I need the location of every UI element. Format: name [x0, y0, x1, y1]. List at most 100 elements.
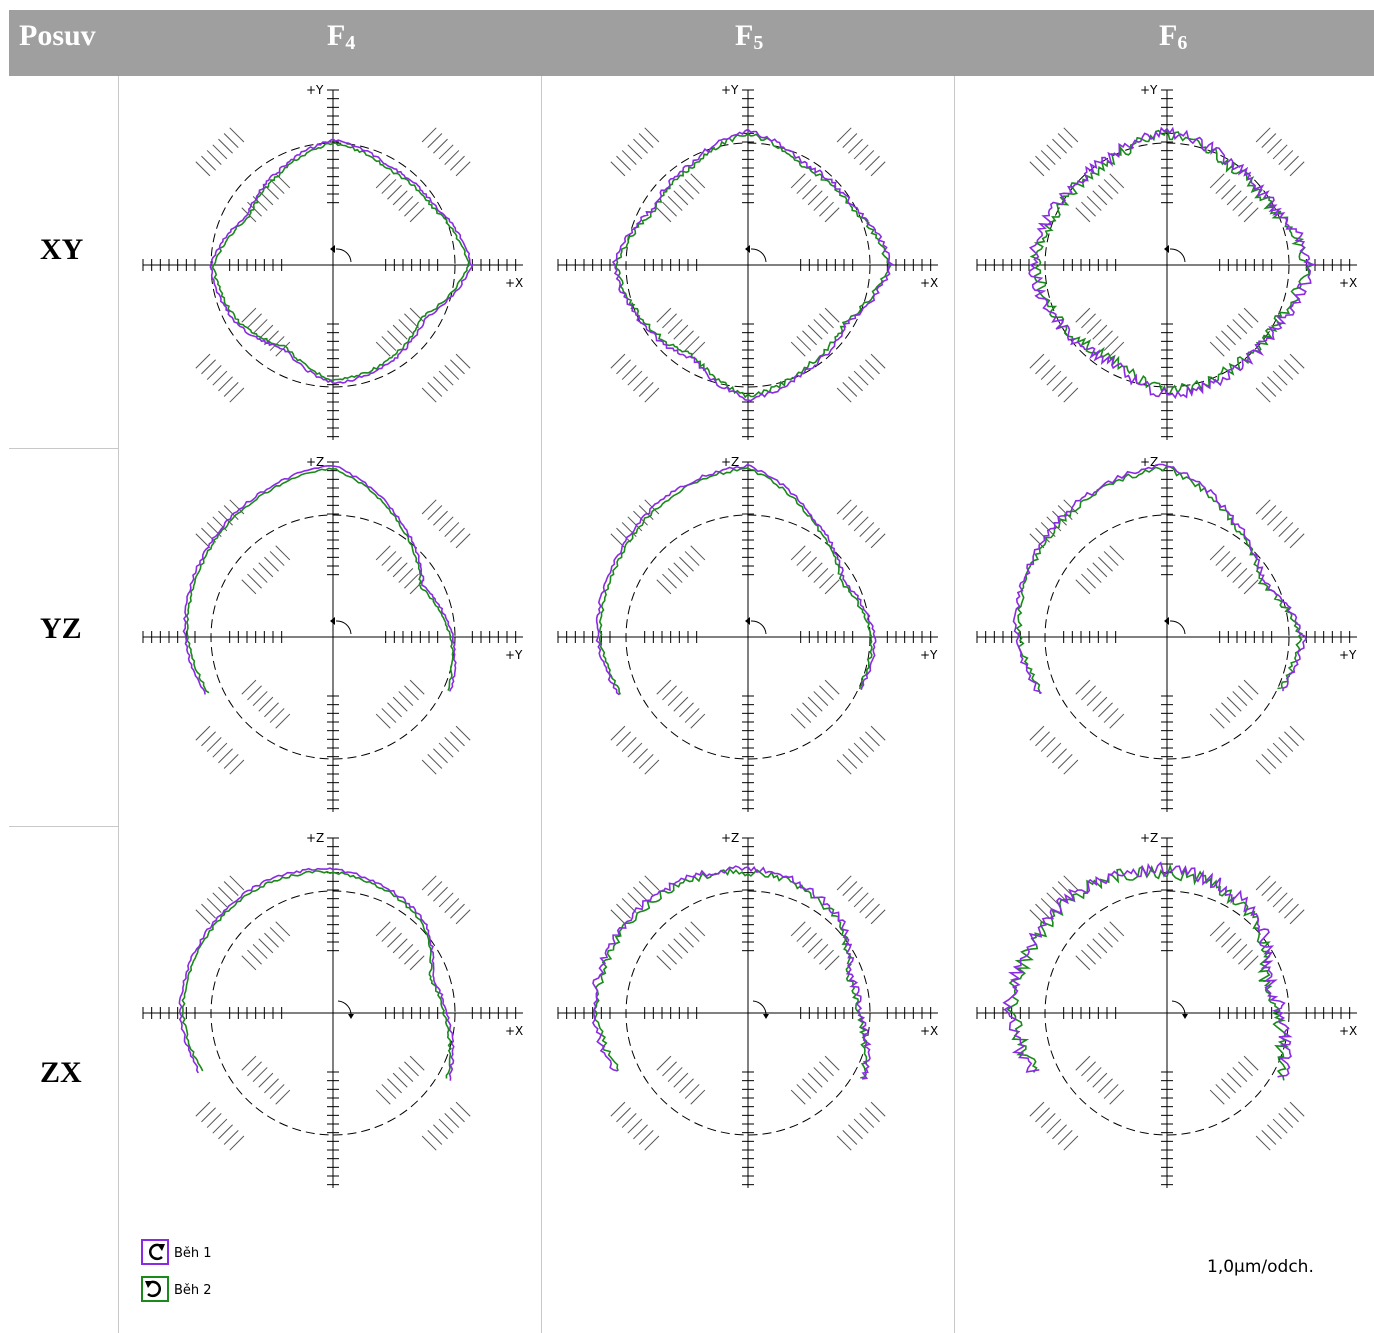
hatch-mark — [1092, 1072, 1108, 1088]
hatch-mark — [870, 1101, 886, 1117]
hatch-mark — [836, 1135, 852, 1151]
hatch-mark — [1035, 359, 1050, 375]
polar-plot-xy-f4: +X +Y — [142, 83, 523, 440]
hatch-mark — [404, 201, 419, 217]
hatch-mark — [427, 133, 443, 148]
hatch-mark — [638, 382, 654, 397]
hatch-mark — [1086, 319, 1102, 334]
hatch-mark — [1075, 207, 1091, 223]
hatch-mark — [853, 516, 869, 532]
hatch-mark — [1272, 742, 1288, 758]
hatch-mark — [1267, 748, 1282, 764]
trace-run1 — [209, 138, 474, 385]
hatch-mark — [1040, 1113, 1056, 1128]
h-axis-label: +X — [1339, 1024, 1357, 1038]
hatch-mark — [842, 133, 858, 148]
hatch-mark — [819, 201, 834, 217]
hatch-mark — [627, 144, 643, 160]
polar-plot-zx-f4: +X +Z — [142, 831, 523, 1188]
hatch-mark — [824, 1055, 840, 1071]
hatch-mark — [1289, 533, 1305, 549]
hatch-mark — [848, 376, 863, 392]
hatch-mark — [392, 562, 408, 578]
hatch-mark — [195, 1101, 211, 1117]
hatch-mark — [450, 155, 465, 171]
hatch-mark — [1109, 713, 1125, 729]
hatch-mark — [1086, 1067, 1102, 1082]
hatch-mark — [1081, 573, 1096, 589]
hatch-mark — [387, 330, 402, 346]
hatch-mark — [223, 133, 239, 148]
hatch-mark — [1238, 685, 1253, 701]
hatch-mark — [1255, 875, 1271, 891]
axis-ticks — [557, 837, 932, 1186]
hatch-mark — [241, 679, 257, 695]
hatch-mark — [433, 138, 448, 154]
hatch-mark — [627, 370, 643, 386]
hatch-mark — [375, 921, 391, 937]
hatch-mark — [684, 551, 700, 566]
hatch-mark — [1221, 556, 1236, 572]
h-axis-label: +X — [505, 1024, 523, 1038]
hatch-mark — [1255, 759, 1271, 775]
hatch-mark — [201, 155, 216, 171]
hatch-mark — [790, 545, 806, 561]
hatch-mark — [842, 382, 858, 397]
hatch-mark — [375, 341, 391, 357]
hatch-mark — [1243, 679, 1259, 695]
hatch-mark — [1272, 516, 1288, 532]
hatch-mark — [633, 376, 648, 392]
hatch-mark — [1081, 685, 1096, 701]
hatch-mark — [813, 691, 829, 706]
hatch-mark — [275, 545, 291, 561]
hatch-marks — [1029, 875, 1305, 1151]
h-axis-label: +Y — [920, 648, 938, 662]
hatch-mark — [644, 875, 660, 891]
hatch-mark — [1215, 336, 1231, 351]
row-label-xy: XY — [40, 233, 84, 266]
hatch-mark — [264, 932, 279, 948]
hatch-mark — [218, 748, 233, 764]
hatch-mark — [1267, 138, 1282, 154]
hatch-mark — [644, 127, 660, 143]
hatch-mark — [802, 184, 817, 200]
hatch-mark — [610, 161, 626, 177]
hatch-mark — [433, 748, 448, 764]
hatch-mark — [638, 881, 654, 896]
hatch-mark — [398, 1067, 414, 1082]
hatch-mark — [848, 138, 863, 154]
hatch-mark — [275, 1089, 291, 1105]
hatch-mark — [1029, 725, 1045, 741]
hatch-mark — [1052, 1124, 1067, 1140]
hatch-mark — [616, 155, 631, 171]
hatch-mark — [229, 127, 245, 143]
hatch-mark — [201, 903, 216, 919]
hatch-mark — [633, 1124, 648, 1140]
hatch-mark — [195, 161, 211, 177]
polar-plot-xy-f6: +X +Y — [976, 83, 1357, 440]
hatch-mark — [1278, 898, 1294, 913]
hatch-mark — [450, 731, 465, 747]
hatch-mark — [853, 144, 869, 160]
hatch-mark — [807, 1072, 823, 1088]
hatch-mark — [1086, 568, 1102, 583]
hatch-mark — [1040, 737, 1056, 752]
hatch-mark — [381, 336, 397, 351]
hatch-mark — [438, 742, 454, 758]
hatch-mark — [444, 150, 460, 165]
hatch-mark — [807, 938, 823, 954]
hatch-mark — [252, 691, 268, 706]
hatch-mark — [616, 359, 631, 375]
hatch-mark — [247, 685, 262, 701]
hatch-mark — [1278, 522, 1294, 537]
hatch-mark — [1092, 938, 1108, 954]
hatch-mark — [621, 150, 637, 165]
hatch-mark — [679, 330, 694, 346]
hatch-mark — [621, 365, 637, 380]
hatch-mark — [269, 179, 285, 194]
hatch-mark — [398, 568, 414, 583]
hatch-mark — [269, 336, 285, 351]
hatch-mark — [455, 353, 471, 369]
hatch-mark — [859, 737, 875, 752]
hatch-mark — [1221, 1078, 1236, 1094]
